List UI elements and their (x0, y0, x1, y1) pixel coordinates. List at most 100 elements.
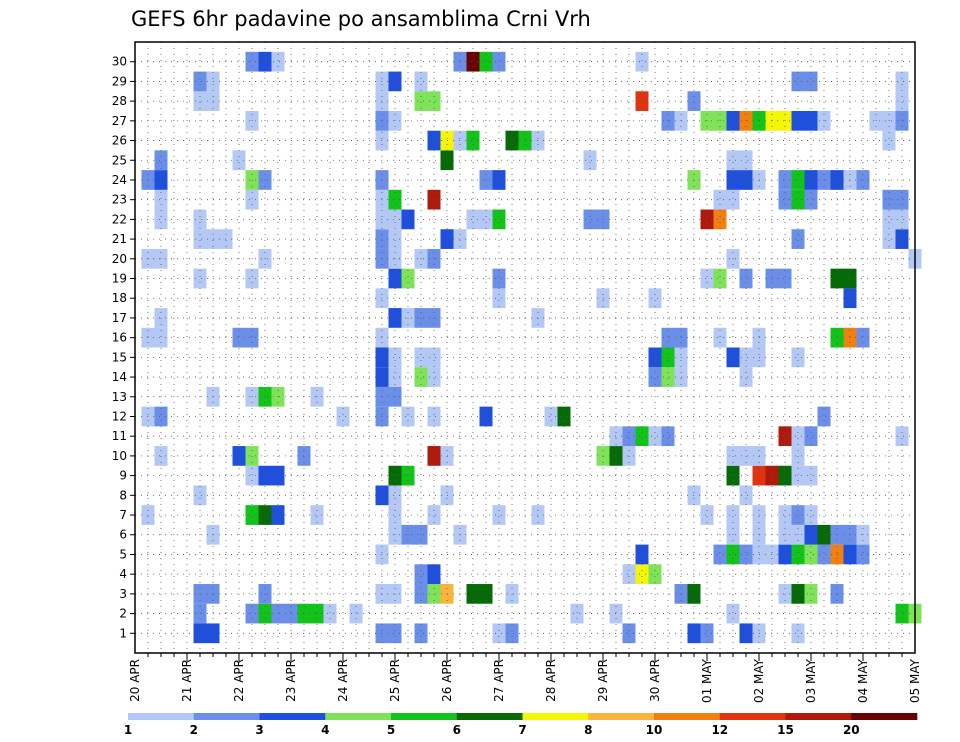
heatmap-cell (414, 347, 428, 368)
x-tick-label: 29 APR (596, 659, 610, 702)
heatmap-cell (245, 603, 259, 624)
heatmap-cell (349, 603, 363, 624)
heatmap-cell (791, 189, 805, 210)
heatmap-cell (258, 505, 272, 525)
heatmap-cell (791, 446, 805, 466)
heatmap-cell (648, 426, 662, 447)
heatmap-cell (193, 485, 207, 506)
heatmap-cell (232, 327, 246, 348)
heatmap-cell (154, 170, 168, 190)
y-tick-label: 26 (112, 134, 127, 148)
heatmap-cell (583, 209, 597, 230)
heatmap-cell (271, 51, 285, 72)
heatmap-cell (245, 505, 259, 525)
heatmap-cell (648, 288, 662, 309)
heatmap-cell (882, 189, 896, 210)
heatmap-cell (401, 465, 415, 486)
heatmap-cell (791, 426, 805, 447)
heatmap-cell (388, 209, 402, 230)
heatmap-cell (791, 584, 805, 604)
heatmap-cell (245, 446, 259, 466)
heatmap-cell (154, 189, 168, 210)
y-tick-label: 17 (112, 311, 127, 325)
heatmap-cell (726, 170, 740, 190)
heatmap-cells (141, 51, 922, 644)
heatmap-cell (791, 170, 805, 190)
heatmap-cell (427, 406, 441, 427)
heatmap-cell (414, 367, 428, 387)
legend-label: 5 (387, 723, 395, 737)
y-tick-label: 25 (112, 153, 127, 167)
legend-swatch (193, 713, 260, 720)
heatmap-cell (388, 229, 402, 249)
heatmap-cell (661, 347, 675, 368)
x-tick-label: 26 APR (440, 659, 454, 702)
y-tick-label: 14 (112, 370, 127, 384)
legend-label: 10 (646, 723, 663, 737)
y-tick-label: 7 (119, 508, 127, 522)
y-tick-label: 27 (112, 114, 127, 128)
heatmap-cell (401, 308, 415, 328)
heatmap-cell (401, 268, 415, 289)
heatmap-cell (492, 268, 506, 289)
heatmap-cell (336, 406, 350, 427)
heatmap-cell (271, 505, 285, 525)
heatmap-cell (479, 51, 493, 72)
heatmap-cell (713, 268, 727, 289)
heatmap-cell (882, 229, 896, 249)
y-tick-label: 13 (112, 390, 127, 404)
heatmap-cell (700, 268, 714, 289)
x-tick-label: 28 APR (544, 659, 558, 702)
heatmap-cell (713, 327, 727, 348)
heatmap-cell (739, 268, 753, 289)
heatmap-cell (414, 623, 428, 644)
heatmap-cell (700, 623, 714, 644)
heatmap-cell (635, 51, 649, 72)
heatmap-cell (193, 603, 207, 624)
heatmap-cell (739, 150, 753, 171)
heatmap-cell (739, 623, 753, 644)
heatmap-cell (778, 189, 792, 210)
legend-swatch (325, 713, 392, 720)
heatmap-cell (492, 623, 506, 644)
heatmap-cell (739, 367, 753, 387)
heatmap-cell (622, 446, 636, 466)
legend-swatch (128, 713, 195, 720)
heatmap-cell (739, 170, 753, 190)
heatmap-cell (388, 347, 402, 368)
heatmap-cell (154, 406, 168, 427)
y-tick-label: 4 (119, 567, 127, 581)
y-tick-label: 6 (119, 528, 127, 542)
heatmap-cell (791, 347, 805, 368)
heatmap-cell (895, 71, 909, 92)
legend-label: 7 (518, 723, 526, 737)
x-tick-label: 01 MAY (700, 658, 714, 703)
heatmap-cell (804, 465, 818, 486)
legend-swatch (851, 713, 918, 720)
heatmap-cell (479, 406, 493, 427)
legend-swatch (391, 713, 458, 720)
heatmap-cell (804, 189, 818, 210)
heatmap-cell (388, 71, 402, 92)
heatmap-cell (193, 209, 207, 230)
heatmap-cell (778, 465, 792, 486)
heatmap-cell (713, 189, 727, 210)
x-tick-label: 05 MAY (908, 658, 922, 703)
heatmap-cell (817, 406, 831, 427)
heatmap-cell (622, 426, 636, 447)
y-tick-label: 16 (112, 331, 127, 345)
heatmap-cell (895, 209, 909, 230)
heatmap-cell (258, 51, 272, 72)
heatmap-cell (726, 465, 740, 486)
heatmap-cell (193, 623, 207, 644)
heatmap-cell (661, 327, 675, 348)
heatmap-cell (700, 505, 714, 525)
heatmap-cell (193, 91, 207, 111)
heatmap-cell (492, 170, 506, 190)
heatmap-cell (713, 544, 727, 565)
heatmap-cell (895, 603, 909, 624)
heatmap-cell (570, 603, 584, 624)
heatmap-cell (804, 584, 818, 604)
x-tick-label: 24 APR (336, 659, 350, 702)
